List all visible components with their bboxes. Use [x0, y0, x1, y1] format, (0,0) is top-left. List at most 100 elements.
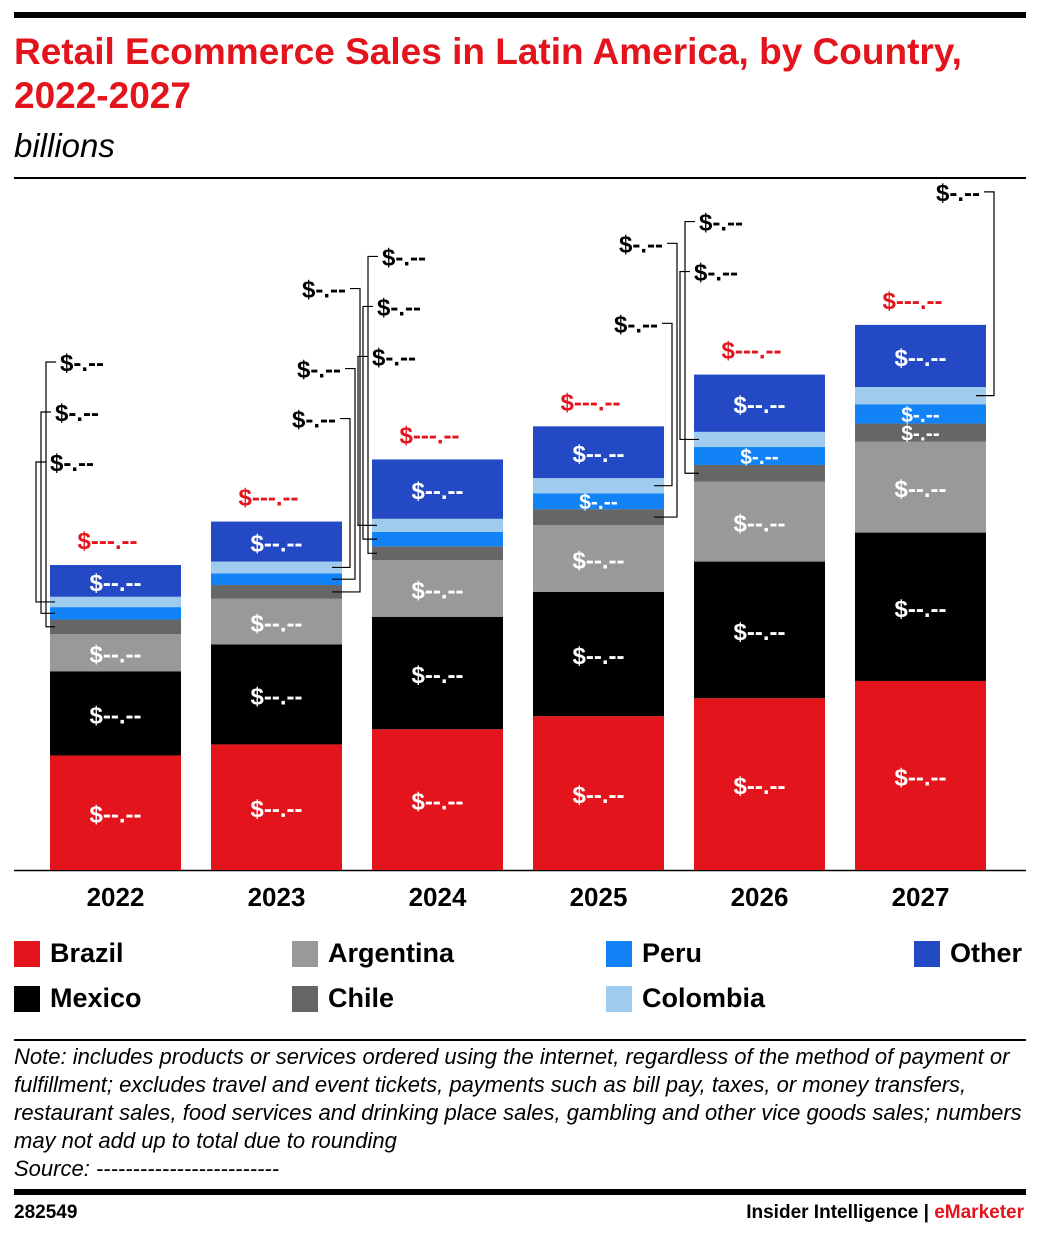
bar-peru-2026: [694, 447, 825, 465]
data-label-colombia-2023: $-.--: [292, 407, 336, 434]
bar-peru-2025: [533, 493, 664, 510]
callout-line-peru-2022: [40, 411, 55, 614]
bar-colombia-2024: [372, 518, 503, 532]
bar-brazil-2027: [855, 680, 986, 870]
bar-colombia-2025: [533, 478, 664, 494]
total-label-2023: $---.--: [239, 485, 299, 512]
legend-item-chile: Chile: [292, 983, 394, 1014]
data-label-peru-2026: $-.--: [740, 446, 779, 469]
callout-line-peru-2023: [332, 367, 356, 580]
chart-subtitle: billions: [14, 127, 115, 164]
data-label-peru-2022: $-.--: [55, 400, 99, 427]
legend-swatch-chile: [292, 985, 318, 1012]
data-label-brazil-2025: $--.--: [573, 782, 625, 809]
bar-brazil-2024: [372, 729, 503, 870]
data-label-argentina-2027: $--.--: [895, 476, 947, 503]
data-label-mexico-2025: $--.--: [573, 643, 625, 670]
bar-peru-2022: [50, 607, 181, 620]
data-label-colombia-2026: $-.--: [694, 260, 738, 287]
footer-rule: [14, 1039, 1026, 1041]
data-label-mexico-2024: $--.--: [412, 662, 464, 689]
data-label-other-2022: $--.--: [90, 570, 142, 597]
source-text: Source: -------------------------: [14, 1156, 280, 1181]
legend-label-other: Other: [950, 938, 1023, 968]
brand-emarketer: eMarketer: [934, 1202, 1024, 1223]
note-text: Note: includes products or services orde…: [14, 1044, 1022, 1153]
data-label-peru-2023: $-.--: [297, 357, 341, 384]
legend-item-mexico: Mexico: [14, 983, 142, 1014]
data-label-mexico-2026: $--.--: [734, 619, 786, 646]
data-label-brazil-2024: $--.--: [412, 789, 464, 816]
brand-separator: |: [918, 1202, 935, 1223]
data-label-peru-2027: $-.--: [901, 404, 940, 427]
data-label-mexico-2023: $--.--: [251, 683, 303, 710]
bar-brazil-2026: [694, 698, 825, 870]
legend-item-brazil: Brazil: [14, 938, 124, 969]
bar-mexico-2027: [855, 532, 986, 681]
data-label-brazil-2026: $--.--: [734, 773, 786, 800]
header-rule: [14, 177, 1026, 179]
legend-label-colombia: Colombia: [642, 983, 766, 1013]
callout-line-peru-2024: [362, 305, 377, 540]
data-label-chile-2024: $-.--: [382, 244, 426, 271]
data-label-colombia-2027: $-.--: [936, 180, 980, 207]
bar-argentina-2027: [855, 441, 986, 533]
footnote: Note: includes products or services orde…: [14, 1043, 1024, 1183]
data-label-argentina-2024: $--.--: [412, 577, 464, 604]
data-label-brazil-2022: $--.--: [90, 802, 142, 829]
bar-chile-2024: [372, 546, 503, 561]
data-label-chile-2027: $-.--: [901, 423, 940, 446]
bar-argentina-2025: [533, 525, 664, 592]
bar-peru-2023: [211, 573, 342, 586]
callout-line-chile-2023: [332, 287, 361, 593]
data-label-peru-2024: $-.--: [377, 294, 421, 321]
bar-mexico-2023: [211, 644, 342, 745]
bar-chile-2026: [694, 464, 825, 482]
data-label-argentina-2022: $--.--: [90, 642, 142, 669]
total-label-2025: $---.--: [561, 389, 621, 416]
bottom-rule: [14, 1189, 1026, 1195]
stacked-bar-chart: $--.--$--.--$--.--$--.--$-.--$-.--$-.--$…: [14, 180, 1026, 912]
callout-line-chile-2022: [45, 361, 56, 628]
callout-line-chile-2026: [684, 220, 699, 474]
bar-mexico-2025: [533, 591, 664, 717]
data-label-other-2026: $--.--: [734, 392, 786, 419]
bar-brazil-2025: [533, 716, 664, 870]
bar-colombia-2027: [855, 387, 986, 405]
legend: Brazil Mexico Argentina Chile Peru Colom…: [0, 930, 1038, 1030]
total-label-2022: $---.--: [78, 528, 138, 555]
bar-brazil-2023: [211, 744, 342, 870]
x-tick-label-2024: 2024: [409, 882, 467, 912]
data-label-other-2023: $--.--: [251, 531, 303, 558]
bar-mexico-2026: [694, 561, 825, 699]
bar-chile-2027: [855, 423, 986, 442]
data-label-chile-2023: $-.--: [302, 277, 346, 304]
bar-other-2023: [211, 521, 342, 562]
legend-label-mexico: Mexico: [50, 983, 142, 1013]
bar-other-2026: [694, 374, 825, 432]
data-label-chile-2026: $-.--: [699, 210, 743, 237]
callout-line-chile-2024: [367, 255, 378, 554]
data-label-peru-2025: $-.--: [579, 491, 618, 514]
legend-label-chile: Chile: [328, 983, 395, 1013]
legend-swatch-brazil: [14, 940, 40, 967]
bar-brazil-2022: [50, 755, 181, 870]
total-label-2026: $---.--: [722, 338, 782, 365]
bar-peru-2027: [855, 404, 986, 424]
bar-colombia-2026: [694, 431, 825, 448]
bar-chile-2025: [533, 509, 664, 525]
data-label-mexico-2027: $--.--: [895, 596, 947, 623]
top-rule: [14, 12, 1026, 18]
bar-other-2024: [372, 459, 503, 519]
x-tick-label-2023: 2023: [248, 882, 306, 912]
data-label-chile-2022: $-.--: [60, 350, 104, 377]
x-tick-label-2022: 2022: [87, 882, 145, 912]
data-label-other-2024: $--.--: [412, 478, 464, 505]
bar-other-2027: [855, 324, 986, 387]
chart-title: Retail Ecommerce Sales in Latin America,…: [14, 31, 962, 116]
chart-id: 282549: [14, 1202, 78, 1223]
callout-line-colombia-2025: [654, 322, 673, 487]
x-tick-label-2026: 2026: [731, 882, 789, 912]
bar-chile-2023: [211, 585, 342, 599]
bar-peru-2024: [372, 531, 503, 547]
